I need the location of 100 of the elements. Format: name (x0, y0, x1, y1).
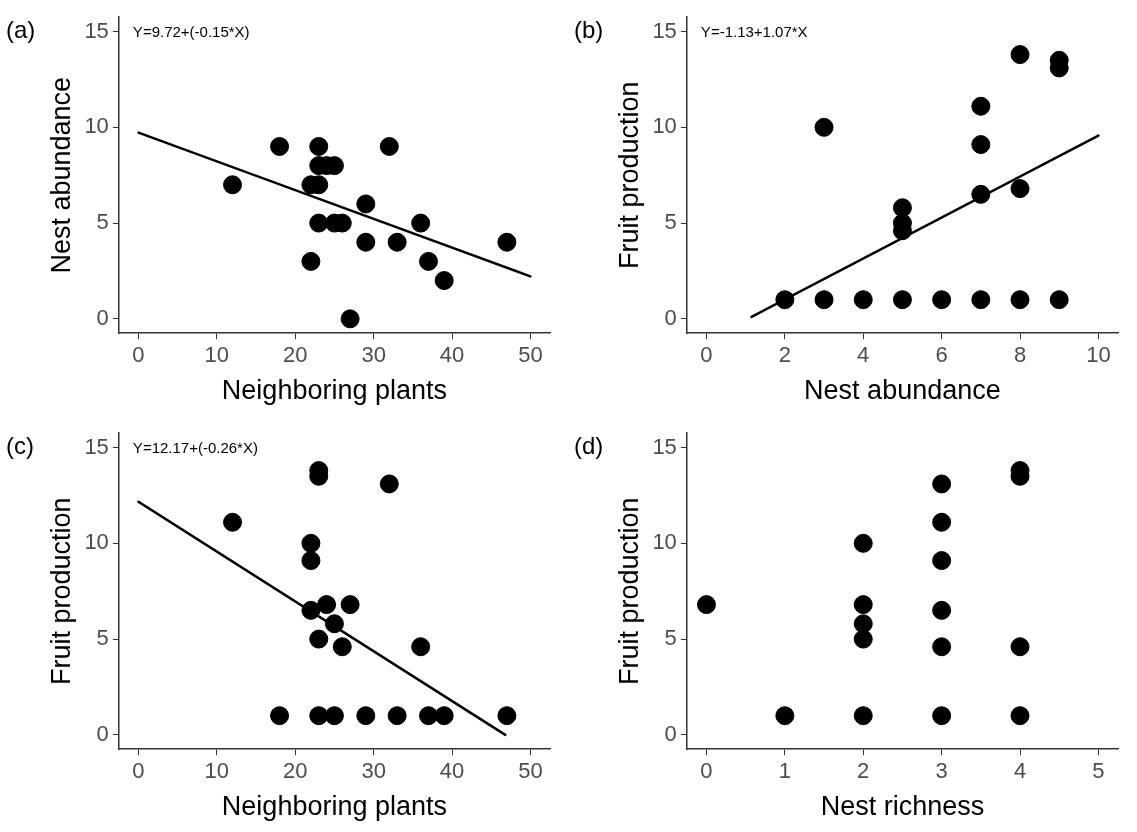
point (324, 614, 344, 634)
point (324, 706, 344, 726)
point (301, 251, 321, 271)
x-tick-label: 40 (439, 758, 465, 784)
point (932, 474, 952, 494)
point (853, 595, 873, 615)
point (1049, 290, 1069, 310)
y-tick-label: 15 (652, 433, 677, 459)
x-tick-label: 0 (700, 758, 713, 784)
x-tick-label: 1 (778, 758, 791, 784)
point (1010, 706, 1030, 726)
y-tick-label: 10 (652, 113, 677, 139)
point (340, 309, 360, 329)
point (387, 706, 407, 726)
x-tick-label: 50 (518, 758, 543, 784)
y-tick-label: 5 (664, 625, 677, 651)
point (223, 175, 243, 195)
y-tick-label: 15 (652, 17, 677, 43)
point (356, 232, 376, 252)
y-tick-label: 10 (652, 529, 677, 555)
y-axis-title: Fruit production (613, 497, 644, 685)
point (1010, 179, 1030, 199)
point (853, 614, 873, 634)
point (775, 290, 795, 310)
point (434, 271, 454, 291)
point (853, 629, 873, 649)
point (971, 96, 991, 116)
point (932, 600, 952, 620)
point (356, 194, 376, 214)
x-tick-label: 0 (132, 342, 145, 368)
chart-title: (a) (6, 16, 36, 44)
x-tick-label: 30 (361, 758, 386, 784)
point (497, 706, 517, 726)
annotation: Y=12.17+(-0.26*X) (132, 439, 258, 457)
y-tick-label: 0 (664, 304, 677, 330)
point (775, 706, 795, 726)
point (853, 533, 873, 553)
point (332, 637, 352, 657)
point (1010, 45, 1030, 65)
point (223, 512, 243, 532)
x-tick-label: 3 (935, 758, 948, 784)
y-tick-label: 10 (84, 529, 109, 555)
point (434, 706, 454, 726)
point (340, 595, 360, 615)
point (932, 512, 952, 532)
x-tick-label: 20 (283, 342, 308, 368)
point (379, 136, 399, 156)
x-axis-title: Nest richness (820, 791, 985, 822)
point (309, 213, 329, 233)
y-axis-title: Fruit production (613, 81, 644, 269)
point (309, 706, 329, 726)
x-tick-label: 2 (857, 758, 870, 784)
point (309, 136, 329, 156)
y-tick-label: 0 (96, 720, 109, 746)
point (379, 474, 399, 494)
point (301, 533, 321, 553)
point (497, 232, 517, 252)
point (317, 595, 337, 615)
point (853, 290, 873, 310)
x-tick-label: 30 (361, 342, 386, 368)
x-tick-label: 20 (283, 758, 308, 784)
x-axis-title: Neighboring plants (221, 791, 448, 822)
point (696, 595, 716, 615)
x-tick-label: 10 (1086, 342, 1111, 368)
point (1010, 290, 1030, 310)
point (932, 637, 952, 657)
point (814, 290, 834, 310)
x-tick-label: 6 (935, 342, 948, 368)
chart-title: (b) (574, 16, 604, 44)
point (971, 184, 991, 204)
point (971, 290, 991, 310)
point (892, 290, 912, 310)
point (853, 706, 873, 726)
x-tick-label: 5 (1092, 758, 1105, 784)
point (356, 706, 376, 726)
x-axis-title: Nest abundance (804, 375, 1001, 406)
y-tick-label: 5 (96, 209, 109, 235)
point (270, 136, 290, 156)
x-tick-label: 4 (857, 342, 870, 368)
y-tick-label: 10 (84, 113, 109, 139)
x-tick-label: 10 (204, 758, 230, 784)
y-tick-label: 5 (664, 209, 677, 235)
x-tick-label: 10 (204, 342, 230, 368)
y-tick-label: 15 (84, 17, 109, 43)
chart-title: (d) (574, 432, 604, 460)
y-tick-label: 0 (664, 720, 677, 746)
y-tick-label: 5 (96, 625, 109, 651)
x-tick-label: 40 (439, 342, 465, 368)
point (419, 251, 438, 271)
point (411, 213, 431, 233)
point (814, 117, 834, 137)
annotation: Y=-1.13+1.07*X (700, 23, 808, 41)
y-axis-title: Fruit production (45, 497, 76, 685)
point (932, 290, 952, 310)
point (932, 706, 952, 726)
y-axis-title: Nest abundance (45, 76, 76, 274)
annotation: Y=9.72+(-0.15*X) (132, 23, 250, 41)
chart-title: (c) (6, 432, 34, 460)
x-tick-label: 4 (1013, 758, 1027, 784)
y-tick-label: 0 (96, 304, 109, 330)
